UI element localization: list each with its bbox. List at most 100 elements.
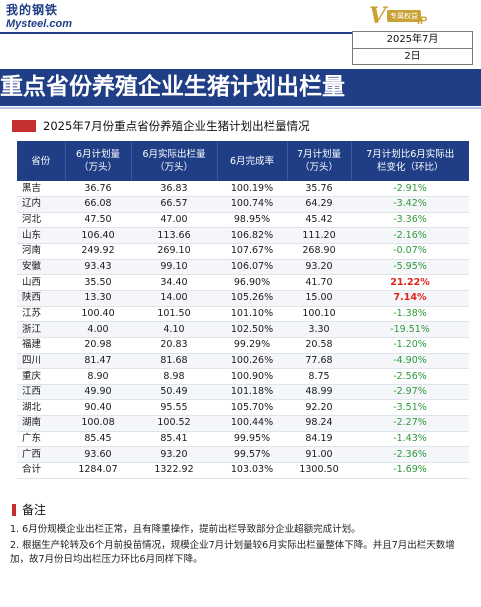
june-rate-cell: 98.95% <box>217 212 287 229</box>
june-plan-cell: 66.08 <box>65 196 131 213</box>
table-total-row: 合计 1284.07 1322.92 103.03% 1300.50 -1.69% <box>17 462 469 479</box>
note-item: 1. 6月份规模企业出栏正常，且有降重操作，提前出栏导致部分企业超额完成计划。 <box>10 524 361 535</box>
july-plan-cell: 111.20 <box>287 227 351 245</box>
mom-change-cell: -2.91% <box>351 181 469 198</box>
table-row: 湖北 90.40 95.55 105.70% 92.20 -3.51% <box>17 399 469 417</box>
mom-change-cell: -3.36% <box>351 212 469 229</box>
june-plan-cell: 8.90 <box>65 368 131 385</box>
table-row: 山西 35.50 34.40 96.90% 41.70 21.22% <box>17 274 469 291</box>
june-actual-cell: 99.10 <box>131 259 217 276</box>
mom-change-cell: -0.07% <box>351 243 469 260</box>
june-actual-cell: 34.40 <box>131 274 217 291</box>
june-actual-cell: 100.52 <box>131 415 217 432</box>
june-actual-cell: 14.00 <box>131 290 217 307</box>
mom-change-cell: -2.56% <box>351 368 469 385</box>
june-rate-cell: 103.03% <box>217 462 287 479</box>
table-row: 四川 81.47 81.68 100.26% 77.68 -4.90% <box>17 353 469 370</box>
june-rate-cell: 105.26% <box>217 290 287 307</box>
table-row: 重庆 8.90 8.98 100.90% 8.75 -2.56% <box>17 368 469 385</box>
mom-change-cell: 21.22% <box>351 274 469 291</box>
table-row: 福建 20.98 20.83 99.29% 20.58 -1.20% <box>17 337 469 354</box>
june-plan-cell: 47.50 <box>65 212 131 229</box>
july-plan-cell: 41.70 <box>287 274 351 291</box>
june-plan-cell: 93.60 <box>65 446 131 464</box>
july-plan-cell: 100.10 <box>287 306 351 323</box>
mom-change-cell: -3.51% <box>351 399 469 417</box>
province-cell: 合计 <box>17 462 65 479</box>
table-row: 江苏 100.40 101.50 101.10% 100.10 -1.38% <box>17 306 469 323</box>
province-cell: 广西 <box>17 446 65 464</box>
june-actual-cell: 1322.92 <box>131 462 217 479</box>
province-cell: 浙江 <box>17 321 65 338</box>
table-header-row: 省份 6月计划量 （万头） 6月实际出栏量 （万头） 6月完成率 7月计划量 （万头） 7月计划… <box>17 141 469 181</box>
july-plan-cell: 48.99 <box>287 384 351 401</box>
june-plan-cell: 100.40 <box>65 306 131 323</box>
note-title: 备注 <box>22 503 47 517</box>
province-cell: 陕西 <box>17 290 65 307</box>
june-rate-cell: 100.74% <box>217 196 287 213</box>
table-row: 湖南 100.08 100.52 100.44% 98.24 -2.27% <box>17 415 469 432</box>
mom-change-cell: -2.16% <box>351 227 469 245</box>
june-actual-cell: 20.83 <box>131 337 217 354</box>
june-rate-cell: 102.50% <box>217 321 287 338</box>
mom-change-cell: -1.20% <box>351 337 469 354</box>
province-cell: 福建 <box>17 337 65 354</box>
june-rate-cell: 100.44% <box>217 415 287 432</box>
june-rate-cell: 106.82% <box>217 227 287 245</box>
col-june-rate-header: 6月完成率 <box>217 141 288 181</box>
june-actual-cell: 93.20 <box>131 446 217 464</box>
province-cell: 山西 <box>17 274 65 291</box>
mom-change-cell: -19.51% <box>351 321 469 338</box>
july-plan-cell: 64.29 <box>287 196 351 213</box>
june-plan-cell: 49.90 <box>65 384 131 401</box>
june-rate-cell: 105.70% <box>217 399 287 417</box>
july-plan-cell: 15.00 <box>287 290 351 307</box>
mom-change-cell: -2.36% <box>351 446 469 464</box>
june-plan-cell: 106.40 <box>65 227 131 245</box>
mom-change-cell: -5.95% <box>351 259 469 276</box>
june-actual-cell: 81.68 <box>131 353 217 370</box>
june-rate-cell: 101.18% <box>217 384 287 401</box>
mom-change-cell: -2.27% <box>351 415 469 432</box>
july-plan-cell: 84.19 <box>287 431 351 448</box>
june-plan-cell: 100.08 <box>65 415 131 432</box>
june-rate-cell: 99.95% <box>217 431 287 448</box>
province-cell: 黑吉 <box>17 181 65 198</box>
july-plan-cell: 35.76 <box>287 181 351 198</box>
june-actual-cell: 8.98 <box>131 368 217 385</box>
june-plan-cell: 1284.07 <box>65 462 131 479</box>
july-plan-cell: 93.20 <box>287 259 351 276</box>
province-cell: 山东 <box>17 227 65 245</box>
table-row: 广西 93.60 93.20 99.57% 91.00 -2.36% <box>17 446 469 464</box>
june-plan-cell: 93.43 <box>65 259 131 276</box>
subtitle-text: 2025年7月份重点省份养殖企业生猪计划出栏量情况 <box>43 119 310 133</box>
june-rate-cell: 99.29% <box>217 337 287 354</box>
vip-letter: V <box>369 3 387 29</box>
province-cell: 四川 <box>17 353 65 370</box>
july-plan-cell: 20.58 <box>287 337 351 354</box>
date-box: 2025年7月 2日 <box>352 31 473 65</box>
province-cell: 广东 <box>17 431 65 448</box>
province-cell: 安徽 <box>17 259 65 276</box>
july-plan-cell: 91.00 <box>287 446 351 464</box>
province-cell: 湖南 <box>17 415 65 432</box>
note-list: 1. 6月份规模企业出栏正常，且有降重操作，提前出栏导致部分企业超额完成计划。 … <box>10 523 472 569</box>
logo-cn-text: 我的钢铁 <box>6 3 59 17</box>
table-row: 安徽 93.43 99.10 106.07% 93.20 -5.95% <box>17 259 469 276</box>
june-plan-cell: 85.45 <box>65 431 131 448</box>
june-actual-cell: 47.00 <box>131 212 217 229</box>
june-rate-cell: 100.90% <box>217 368 287 385</box>
province-cell: 重庆 <box>17 368 65 385</box>
province-cell: 江西 <box>17 384 65 401</box>
province-cell: 河北 <box>17 212 65 229</box>
table-row: 河北 47.50 47.00 98.95% 45.42 -3.36% <box>17 212 469 229</box>
mom-change-cell: -1.43% <box>351 431 469 448</box>
mysteel-logo[interactable]: 我的钢铁 Mysteel.com <box>6 3 72 31</box>
june-plan-cell: 20.98 <box>65 337 131 354</box>
june-rate-cell: 106.07% <box>217 259 287 276</box>
june-actual-cell: 50.49 <box>131 384 217 401</box>
june-actual-cell: 101.50 <box>131 306 217 323</box>
june-plan-cell: 13.30 <box>65 290 131 307</box>
table-row: 山东 106.40 113.66 106.82% 111.20 -2.16% <box>17 227 469 245</box>
title-accent-rule <box>0 107 481 109</box>
